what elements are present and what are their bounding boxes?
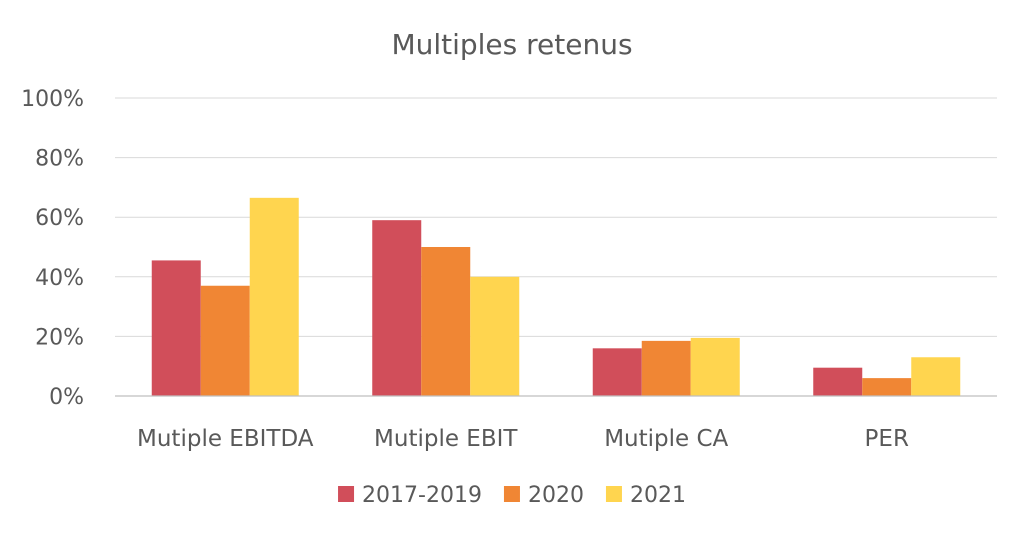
y-tick-label: 40%	[35, 266, 84, 291]
legend-label: 2021	[630, 483, 686, 508]
bar	[249, 197, 299, 396]
bar	[200, 285, 250, 396]
y-tick-label: 20%	[35, 325, 84, 350]
legend-item: 2021	[605, 483, 686, 508]
bar	[151, 260, 201, 396]
y-tick-label: 60%	[35, 206, 84, 231]
legend-swatch	[503, 486, 520, 502]
x-category-label: Mutiple EBITDA	[137, 426, 314, 452]
legend-label: 2017-2019	[362, 483, 482, 508]
bar	[862, 378, 912, 396]
y-tick-label: 80%	[35, 147, 84, 172]
legend-swatch	[605, 486, 622, 502]
x-category-label: PER	[865, 426, 909, 452]
bar	[470, 276, 520, 396]
bars	[151, 197, 961, 396]
bar	[372, 220, 422, 396]
bar	[421, 247, 471, 396]
x-category-label: Mutiple CA	[604, 426, 728, 452]
legend-item: 2017-2019	[338, 483, 482, 508]
y-tick-label: 100%	[21, 87, 84, 112]
legend-swatch	[338, 486, 355, 502]
x-category-label: Mutiple EBIT	[374, 426, 518, 452]
x-axis-categories: Mutiple EBITDA Mutiple EBIT Mutiple CA PER	[137, 426, 909, 452]
legend: 2017-2019 2020 2021	[338, 483, 686, 508]
bar	[813, 367, 863, 396]
chart-title: Multiples retenus	[391, 28, 632, 61]
y-axis-ticks: 0% 20% 40% 60% 80% 100%	[21, 87, 84, 410]
bar	[641, 340, 691, 396]
legend-label: 2020	[528, 483, 584, 508]
y-tick-label: 0%	[49, 385, 84, 410]
bar	[690, 337, 740, 396]
bar	[911, 357, 961, 396]
bar	[592, 348, 642, 396]
legend-item: 2020	[503, 483, 584, 508]
